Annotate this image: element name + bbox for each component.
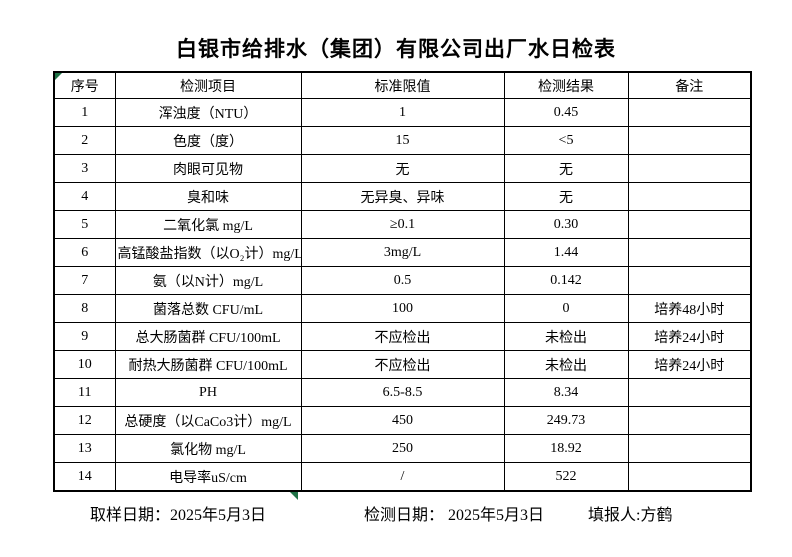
- cell-remark: [627, 378, 752, 407]
- cell-index: 10: [53, 350, 116, 379]
- cell-index: 3: [53, 154, 116, 183]
- table-row: 8 菌落总数 CFU/mL 100 0 培养48小时: [53, 294, 752, 323]
- cell-remark: [627, 126, 752, 155]
- cell-test-result: 0.45: [503, 98, 629, 127]
- table-row: 4 臭和味 无异臭、异味 无: [53, 182, 752, 211]
- cell-index: 11: [53, 378, 116, 407]
- table-row: 3 肉眼可见物 无 无: [53, 154, 752, 183]
- cell-test-result: 无: [503, 182, 629, 211]
- cell-index: 1: [53, 98, 116, 127]
- table-row: 11 PH 6.5-8.5 8.34: [53, 378, 752, 407]
- cell-test-item: 高锰酸盐指数（以O₂计）mg/L: [114, 238, 302, 267]
- cell-index: 14: [53, 462, 116, 492]
- cell-test-item: 氯化物 mg/L: [114, 434, 302, 463]
- cell-standard-limit: 250: [300, 434, 505, 463]
- cell-test-result: 1.44: [503, 238, 629, 267]
- cell-index: 13: [53, 434, 116, 463]
- table-body: 1 浑浊度（NTU） 1 0.45 2 色度（度） 15 <5 3 肉眼可见物 …: [53, 98, 752, 492]
- cell-test-result: 18.92: [503, 434, 629, 463]
- cell-index: 9: [53, 322, 116, 351]
- cell-standard-limit: 6.5-8.5: [300, 378, 505, 407]
- table-row: 9 总大肠菌群 CFU/100mL 不应检出 未检出 培养24小时: [53, 322, 752, 351]
- cell-standard-limit: 0.5: [300, 266, 505, 295]
- cell-remark: [627, 406, 752, 435]
- testing-date-label: 检测日期： 2025年5月3日: [364, 507, 545, 524]
- cell-note-marker-top-left: [55, 73, 62, 80]
- table-row: 14 电导率uS/cm / 522: [53, 462, 752, 492]
- cell-test-item: 氨（以N计）mg/L: [114, 266, 302, 295]
- cell-index: 2: [53, 126, 116, 155]
- cell-remark: 培养48小时: [627, 294, 752, 323]
- table-row: 1 浑浊度（NTU） 1 0.45: [53, 98, 752, 127]
- cell-standard-limit: 无: [300, 154, 505, 183]
- cell-test-result: 8.34: [503, 378, 629, 407]
- col-header-result: 检测结果: [503, 71, 629, 99]
- cell-note-marker-bottom: [290, 492, 298, 500]
- table-row: 13 氯化物 mg/L 250 18.92: [53, 434, 752, 463]
- cell-test-result: 522: [503, 462, 629, 492]
- cell-standard-limit: /: [300, 462, 505, 492]
- cell-remark: [627, 434, 752, 463]
- cell-test-item: PH: [114, 378, 302, 407]
- cell-test-result: 0.142: [503, 266, 629, 295]
- table-row: 12 总硬度（以CaCo3计）mg/L 450 249.73: [53, 406, 752, 435]
- cell-test-item: 总大肠菌群 CFU/100mL: [114, 322, 302, 351]
- cell-test-item: 浑浊度（NTU）: [114, 98, 302, 127]
- cell-test-item: 菌落总数 CFU/mL: [114, 294, 302, 323]
- col-header-limit: 标准限值: [300, 71, 505, 99]
- col-header-item: 检测项目: [114, 71, 302, 99]
- page-title: 白银市给排水（集团）有限公司出厂水日检表: [176, 37, 616, 61]
- cell-remark: [627, 266, 752, 295]
- inspection-table: 序号 检测项目 标准限值 检测结果 备注 1 浑浊度（NTU） 1 0.45 2…: [53, 71, 752, 492]
- cell-test-result: <5: [503, 126, 629, 155]
- cell-standard-limit: ≥0.1: [300, 210, 505, 239]
- cell-test-item: 臭和味: [114, 182, 302, 211]
- cell-standard-limit: 450: [300, 406, 505, 435]
- cell-standard-limit: 100: [300, 294, 505, 323]
- table-header-row: 序号 检测项目 标准限值 检测结果 备注: [53, 71, 752, 99]
- cell-test-item: 二氧化氯 mg/L: [114, 210, 302, 239]
- cell-test-result: 0.30: [503, 210, 629, 239]
- col-header-index: 序号: [53, 71, 116, 99]
- cell-index: 4: [53, 182, 116, 211]
- cell-standard-limit: 3mg/L: [300, 238, 505, 267]
- table-row: 5 二氧化氯 mg/L ≥0.1 0.30: [53, 210, 752, 239]
- cell-index: 12: [53, 406, 116, 435]
- cell-test-result: 未检出: [503, 322, 629, 351]
- cell-test-item: 耐热大肠菌群 CFU/100mL: [114, 350, 302, 379]
- cell-standard-limit: 不应检出: [300, 322, 505, 351]
- cell-test-result: 0: [503, 294, 629, 323]
- cell-remark: [627, 238, 752, 267]
- cell-index: 6: [53, 238, 116, 267]
- cell-test-result: 249.73: [503, 406, 629, 435]
- cell-remark: [627, 154, 752, 183]
- cell-remark: [627, 98, 752, 127]
- cell-index: 8: [53, 294, 116, 323]
- table-row: 10 耐热大肠菌群 CFU/100mL 不应检出 未检出 培养24小时: [53, 350, 752, 379]
- cell-remark: 培养24小时: [627, 350, 752, 379]
- cell-test-item: 色度（度）: [114, 126, 302, 155]
- cell-standard-limit: 1: [300, 98, 505, 127]
- cell-standard-limit: 15: [300, 126, 505, 155]
- sampling-date-label: 取样日期：2025年5月3日: [90, 507, 267, 524]
- table-row: 6 高锰酸盐指数（以O₂计）mg/L 3mg/L 1.44: [53, 238, 752, 267]
- cell-test-item: 肉眼可见物: [114, 154, 302, 183]
- cell-index: 7: [53, 266, 116, 295]
- table-row: 2 色度（度） 15 <5: [53, 126, 752, 155]
- reporter-label: 填报人:方鹤: [588, 507, 673, 524]
- cell-remark: [627, 182, 752, 211]
- cell-test-item: 电导率uS/cm: [114, 462, 302, 492]
- cell-remark: 培养24小时: [627, 322, 752, 351]
- cell-remark: [627, 462, 752, 492]
- table-row: 7 氨（以N计）mg/L 0.5 0.142: [53, 266, 752, 295]
- cell-test-result: 未检出: [503, 350, 629, 379]
- col-header-remark: 备注: [627, 71, 752, 99]
- cell-test-result: 无: [503, 154, 629, 183]
- cell-index: 5: [53, 210, 116, 239]
- cell-standard-limit: 不应检出: [300, 350, 505, 379]
- cell-standard-limit: 无异臭、异味: [300, 182, 505, 211]
- cell-remark: [627, 210, 752, 239]
- cell-test-item: 总硬度（以CaCo3计）mg/L: [114, 406, 302, 435]
